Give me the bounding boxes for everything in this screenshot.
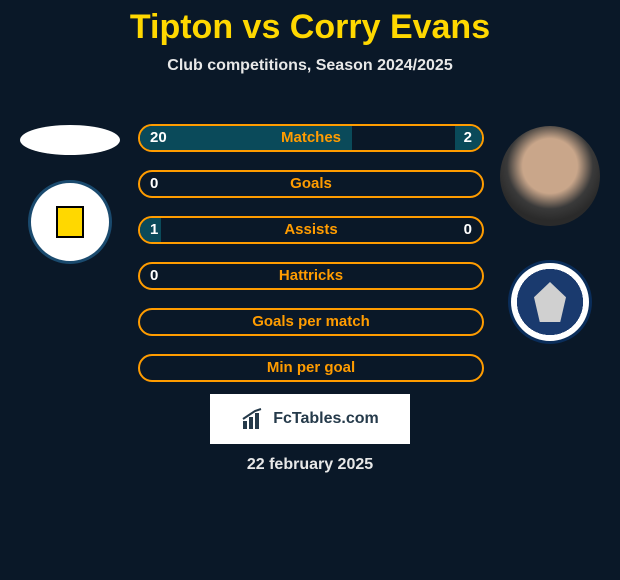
- chart-icon: [241, 407, 265, 431]
- stats-panel: 20 Matches 2 0 Goals 1 Assists 0 0 Hattr…: [138, 124, 484, 400]
- stat-bar: 1 Assists 0: [138, 216, 484, 244]
- fctables-attribution[interactable]: FcTables.com: [210, 394, 410, 444]
- club-left-badge: [28, 180, 112, 264]
- stat-bar: Goals per match: [138, 308, 484, 336]
- page-title: Tipton vs Corry Evans: [0, 0, 620, 47]
- club-right-badge: [508, 260, 592, 344]
- stat-bar: 0 Goals: [138, 170, 484, 198]
- stat-label: Assists: [140, 218, 482, 242]
- stat-label: Goals per match: [140, 310, 482, 334]
- player-left-avatar: [20, 125, 120, 155]
- stat-label: Hattricks: [140, 264, 482, 288]
- stat-value-right: 2: [464, 126, 472, 150]
- stat-label: Min per goal: [140, 356, 482, 380]
- stat-label: Goals: [140, 172, 482, 196]
- stat-bar: Min per goal: [138, 354, 484, 382]
- fctables-label: FcTables.com: [273, 410, 379, 428]
- stat-value-right: 0: [464, 218, 472, 242]
- stat-label: Matches: [140, 126, 482, 150]
- page-subtitle: Club competitions, Season 2024/2025: [0, 57, 620, 75]
- snapshot-date: 22 february 2025: [0, 456, 620, 474]
- stat-bar: 0 Hattricks: [138, 262, 484, 290]
- stat-bar: 20 Matches 2: [138, 124, 484, 152]
- player-right-avatar: [500, 126, 600, 226]
